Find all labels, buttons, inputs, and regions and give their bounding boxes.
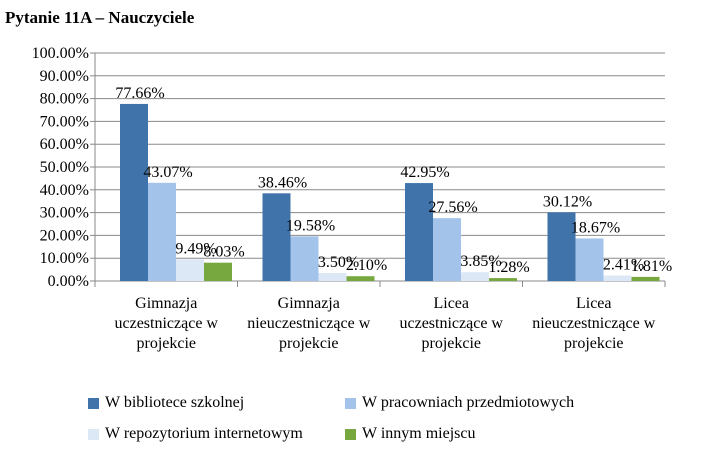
data-label: 9.49%	[175, 240, 216, 257]
legend-swatch-1	[345, 397, 356, 409]
y-tick-label: 0.00%	[48, 273, 89, 290]
bar	[461, 272, 489, 281]
bar	[489, 278, 517, 281]
data-label: 38.46%	[258, 174, 307, 191]
y-tick-label: 50.00%	[40, 159, 89, 176]
legend-label-0: W bibliotece szkolnej	[105, 394, 245, 411]
bar	[176, 259, 204, 281]
y-tick-label: 80.00%	[40, 91, 89, 108]
data-label: 30.12%	[543, 193, 592, 210]
legend-swatch-2	[88, 428, 99, 440]
bar	[204, 262, 232, 281]
data-label: 3.50%	[318, 254, 359, 271]
legend-item-1: W pracowniach przedmiotowych	[345, 394, 574, 412]
bar	[603, 275, 632, 281]
data-label: 42.95%	[400, 164, 449, 181]
legend-item-2: W repozytorium internetowym	[88, 425, 303, 443]
data-label: 43.07%	[143, 164, 192, 181]
bar	[631, 276, 660, 281]
data-label: 27.56%	[428, 199, 477, 216]
legend: W bibliotece szkolnej W pracowniach prze…	[88, 392, 718, 452]
bar-chart: 0.00% 10.00% 20.00% 30.00% 40.00% 50.00% 60.00…	[32, 45, 672, 352]
bar	[346, 276, 375, 281]
bar	[148, 182, 176, 281]
y-tick-label: 30.00%	[40, 205, 89, 222]
data-label: 2.10%	[346, 257, 387, 274]
bar	[433, 218, 461, 281]
data-label: 2.41%	[603, 257, 644, 274]
data-label: 77.66%	[115, 85, 164, 102]
legend-label-3: W innym miejscu	[362, 425, 476, 442]
y-tick-label: 20.00%	[40, 227, 89, 244]
legend-label-1: W pracowniach przedmiotowych	[362, 394, 575, 411]
data-label: 19.58%	[286, 217, 335, 234]
y-tick-label: 70.00%	[40, 113, 89, 130]
y-tick-label: 100.00%	[32, 45, 89, 62]
bar	[547, 212, 576, 281]
x-tick-label: Gimnazja nieuczestniczące w projekcie	[247, 295, 370, 352]
bar	[262, 193, 291, 281]
data-label: 1.28%	[488, 259, 529, 276]
legend-label-2: W repozytorium internetowym	[105, 425, 303, 442]
legend-item-3: W innym miejscu	[345, 425, 475, 443]
x-tick-label: Licea nieuczestniczące w projekcie	[532, 295, 655, 352]
data-label: 18.67%	[571, 219, 620, 236]
bar	[290, 236, 319, 281]
y-tick-label: 10.00%	[40, 250, 89, 267]
x-tick-label: Licea uczestniczące w projekcie	[400, 295, 504, 352]
data-label: 3.85%	[460, 253, 501, 270]
legend-swatch-0	[88, 397, 99, 409]
y-tick-label: 90.00%	[40, 68, 89, 85]
bar	[405, 183, 433, 281]
bar	[318, 273, 347, 281]
legend-item-0: W bibliotece szkolnej	[88, 394, 244, 412]
bar	[575, 238, 604, 281]
y-tick-label: 40.00%	[40, 182, 89, 199]
x-tick-label: Gimnazja uczestniczące w projekcie	[115, 295, 219, 352]
bar	[120, 103, 148, 281]
data-label: 8.03%	[203, 244, 244, 261]
legend-swatch-3	[345, 428, 356, 440]
chart-title: Pytanie 11A – Nauczyciele	[5, 8, 195, 27]
data-label: 1.81%	[631, 258, 672, 275]
y-tick-label: 60.00%	[40, 136, 89, 153]
